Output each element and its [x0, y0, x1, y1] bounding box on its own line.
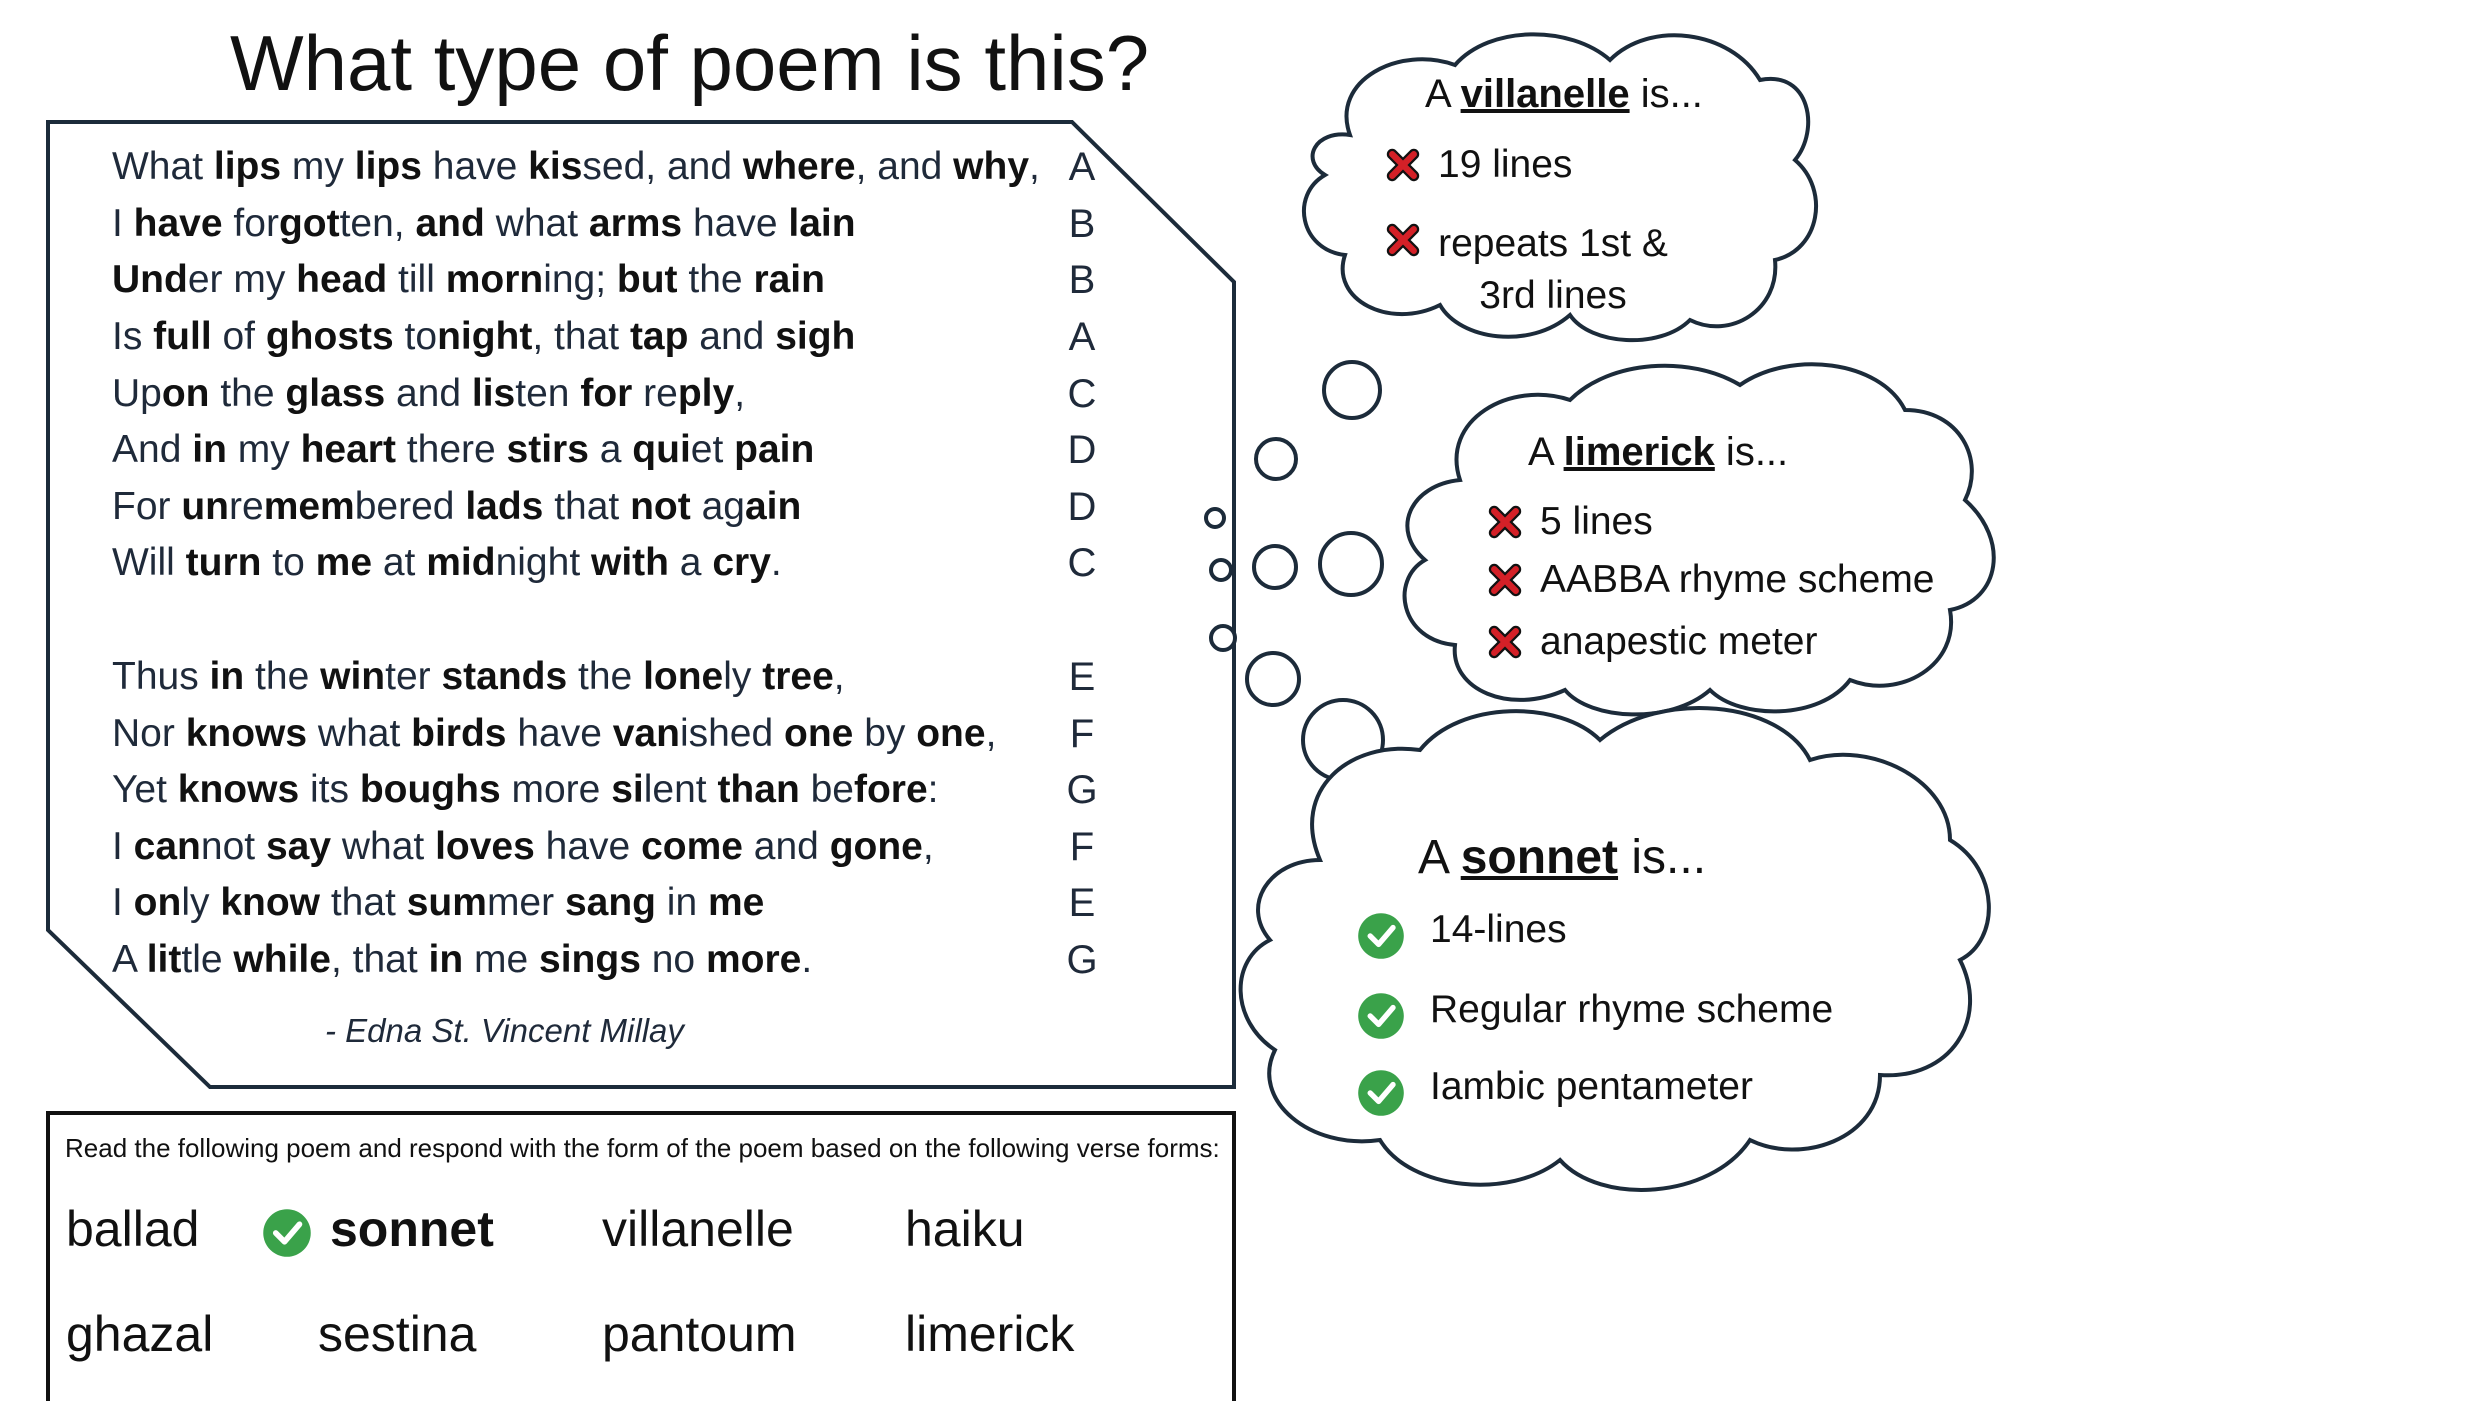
check-icon [1357, 1069, 1405, 1122]
selected-check-icon [262, 1208, 312, 1263]
verse-form-option[interactable]: villanelle [602, 1201, 794, 1257]
verse-form-option[interactable]: sonnet [330, 1201, 494, 1257]
rhyme-letter: D [1067, 428, 1097, 472]
poem-line: I have forgotten, and what arms have lai… [112, 202, 856, 245]
verse-form-option[interactable]: ghazal [66, 1306, 214, 1362]
x-mark-icon [1385, 222, 1421, 263]
poem-line: Under my head till morning; but the rain [112, 258, 825, 301]
rhyme-letter: C [1067, 541, 1097, 585]
rhyme-letter: F [1069, 825, 1095, 869]
rhyme-letter: E [1068, 655, 1096, 699]
rhyme-letter: D [1067, 485, 1097, 529]
x-mark-icon [1487, 504, 1523, 545]
sonnet-cloud-title: A sonnet is... [1418, 831, 1707, 884]
limerick-criterion: AABBA rhyme scheme [1540, 558, 1935, 601]
limerick-cloud-title: A limerick is... [1528, 430, 1789, 474]
rhyme-letter: A [1068, 315, 1096, 359]
sonnet-cloud [1238, 706, 1991, 1192]
poem-line: I cannot say what loves have come and go… [112, 825, 934, 868]
verse-form-option[interactable]: limerick [905, 1306, 1075, 1362]
x-mark-icon [1487, 624, 1523, 665]
sonnet-criterion: Regular rhyme scheme [1430, 988, 1834, 1031]
limerick-criterion: anapestic meter [1540, 620, 1818, 663]
x-mark-icon [1487, 562, 1523, 603]
rhyme-letter: E [1068, 881, 1096, 925]
rhyme-letter: B [1068, 258, 1096, 302]
villanelle-criterion: 19 lines [1438, 143, 1573, 186]
forms-box-border [46, 1111, 1236, 1401]
villanelle-cloud [1301, 32, 1818, 343]
rhyme-letter: G [1066, 768, 1098, 812]
poem-line: Will turn to me at midnight with a cry. [112, 541, 782, 584]
poem-line: Is full of ghosts tonight, that tap and … [112, 315, 856, 358]
verse-form-option[interactable]: sestina [318, 1306, 477, 1362]
page-title: What type of poem is this? [230, 19, 1150, 107]
x-mark-icon [1385, 147, 1421, 188]
rhyme-letter: F [1069, 712, 1095, 756]
sonnet-criterion: Iambic pentameter [1430, 1065, 1753, 1108]
verse-form-option[interactable]: pantoum [602, 1306, 797, 1362]
rhyme-letter: B [1068, 202, 1096, 246]
poem-line: Upon the glass and listen for reply, [112, 372, 746, 415]
limerick-cloud [1402, 362, 1996, 717]
poem-line: Yet knows its boughs more silent than be… [112, 768, 939, 811]
poem-line: A little while, that in me sings no more… [112, 938, 813, 981]
rhyme-letter: G [1066, 938, 1098, 982]
check-icon [1357, 912, 1405, 965]
villanelle-cloud-title: A villanelle is... [1425, 72, 1703, 116]
sonnet-criterion: 14-lines [1430, 908, 1567, 951]
poem-line: I only know that summer sang in me [112, 881, 765, 924]
limerick-criterion: 5 lines [1540, 500, 1653, 543]
instructions-text: Read the following poem and respond with… [65, 1133, 1220, 1163]
verse-form-option[interactable]: haiku [905, 1201, 1025, 1257]
check-icon [1357, 992, 1405, 1045]
villanelle-criterion: repeats 1st & 3rd lines [1438, 222, 1668, 317]
poem-line: And in my heart there stirs a quiet pain [112, 428, 815, 471]
poem-line: Nor knows what birds have vanished one b… [112, 712, 997, 755]
poem-box-border [46, 120, 1236, 1089]
verse-form-option[interactable]: ballad [66, 1201, 200, 1257]
rhyme-letter: A [1068, 145, 1096, 189]
poem-line: For unremembered lads that not again [112, 485, 802, 528]
rhyme-letter: C [1067, 372, 1097, 416]
poem-line: Thus in the winter stands the lonely tre… [112, 655, 845, 698]
poem-line: What lips my lips have kissed, and where… [112, 145, 1040, 188]
poem-author: - Edna St. Vincent Millay [325, 1012, 684, 1049]
